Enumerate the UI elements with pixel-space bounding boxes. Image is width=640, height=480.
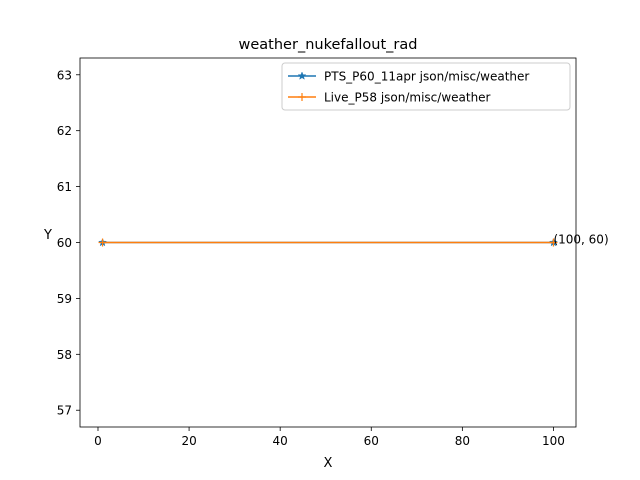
y-tick-label: 57 [57,404,72,418]
x-axis-label: X [324,456,333,471]
y-tick-label: 61 [57,180,72,194]
legend: PTS_P60_11apr json/misc/weather Live_P58 … [281,62,571,111]
x-tick-label: 100 [542,434,565,448]
legend-marker-plus [298,93,306,101]
y-tick-label: 62 [57,124,72,138]
y-tick-label: 59 [57,292,72,306]
x-tick-label: 0 [94,434,102,448]
chart-title: weather_nukefallout_rad [239,37,418,53]
axes-frame [79,57,577,428]
point-annotation: (100, 60) [553,233,608,247]
data-point-plus [98,238,107,247]
y-tick-label: 63 [57,68,72,82]
y-tick-label: 60 [57,236,72,250]
plot-area: 0 20 40 60 80 100 57 58 59 60 61 62 63 (100, 60) PTS_P… [57,57,609,448]
y-axis-label: Y [43,228,52,243]
legend-label-1: PTS_P60_11apr json/misc/weather [324,70,529,84]
legend-marker-star [297,71,307,80]
legend-box [281,62,571,111]
legend-label-2: Live_P58 json/misc/weather [324,91,491,105]
x-tick-label: 20 [181,434,196,448]
x-tick-label: 60 [364,434,379,448]
data-point-plus [549,238,558,247]
y-tick-label: 58 [57,348,72,362]
x-tick-label: 80 [455,434,470,448]
x-tick-label: 40 [273,434,288,448]
